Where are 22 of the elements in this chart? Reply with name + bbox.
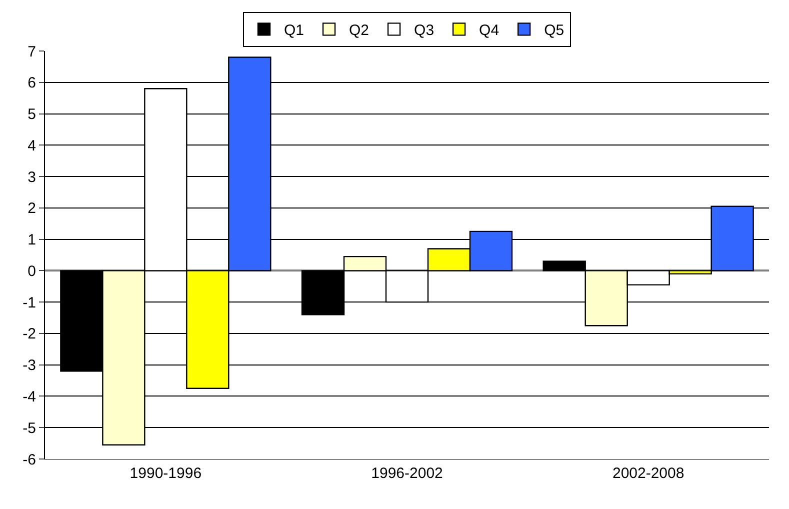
y-tick-label: 4 (28, 137, 36, 154)
y-tick-label: 3 (28, 168, 36, 186)
x-tick-label: 1996-2002 (371, 465, 443, 482)
y-tick-label: 7 (28, 43, 36, 60)
y-tick-label: -6 (22, 451, 36, 468)
y-tick-label: 1 (28, 232, 36, 249)
y-tick-label: 2 (28, 200, 36, 218)
y-tick-label: 6 (28, 74, 36, 92)
y-tick-label: 0 (28, 262, 36, 280)
legend-label: Q3 (414, 22, 434, 40)
y-tick-label: -3 (22, 357, 36, 374)
x-tick-label: 2002-2008 (612, 465, 684, 482)
y-tick-label: -4 (22, 388, 36, 406)
y-tick-label: -5 (22, 420, 36, 437)
legend-label: Q5 (544, 22, 564, 40)
legend-label: Q1 (284, 22, 304, 40)
y-tick-label: -2 (22, 326, 36, 343)
y-tick-label: -1 (22, 294, 36, 312)
legend-label: Q4 (479, 22, 500, 40)
y-tick-label: 5 (28, 106, 36, 124)
legend-label: Q2 (349, 22, 370, 40)
x-tick-label: 1990-1996 (130, 465, 202, 482)
